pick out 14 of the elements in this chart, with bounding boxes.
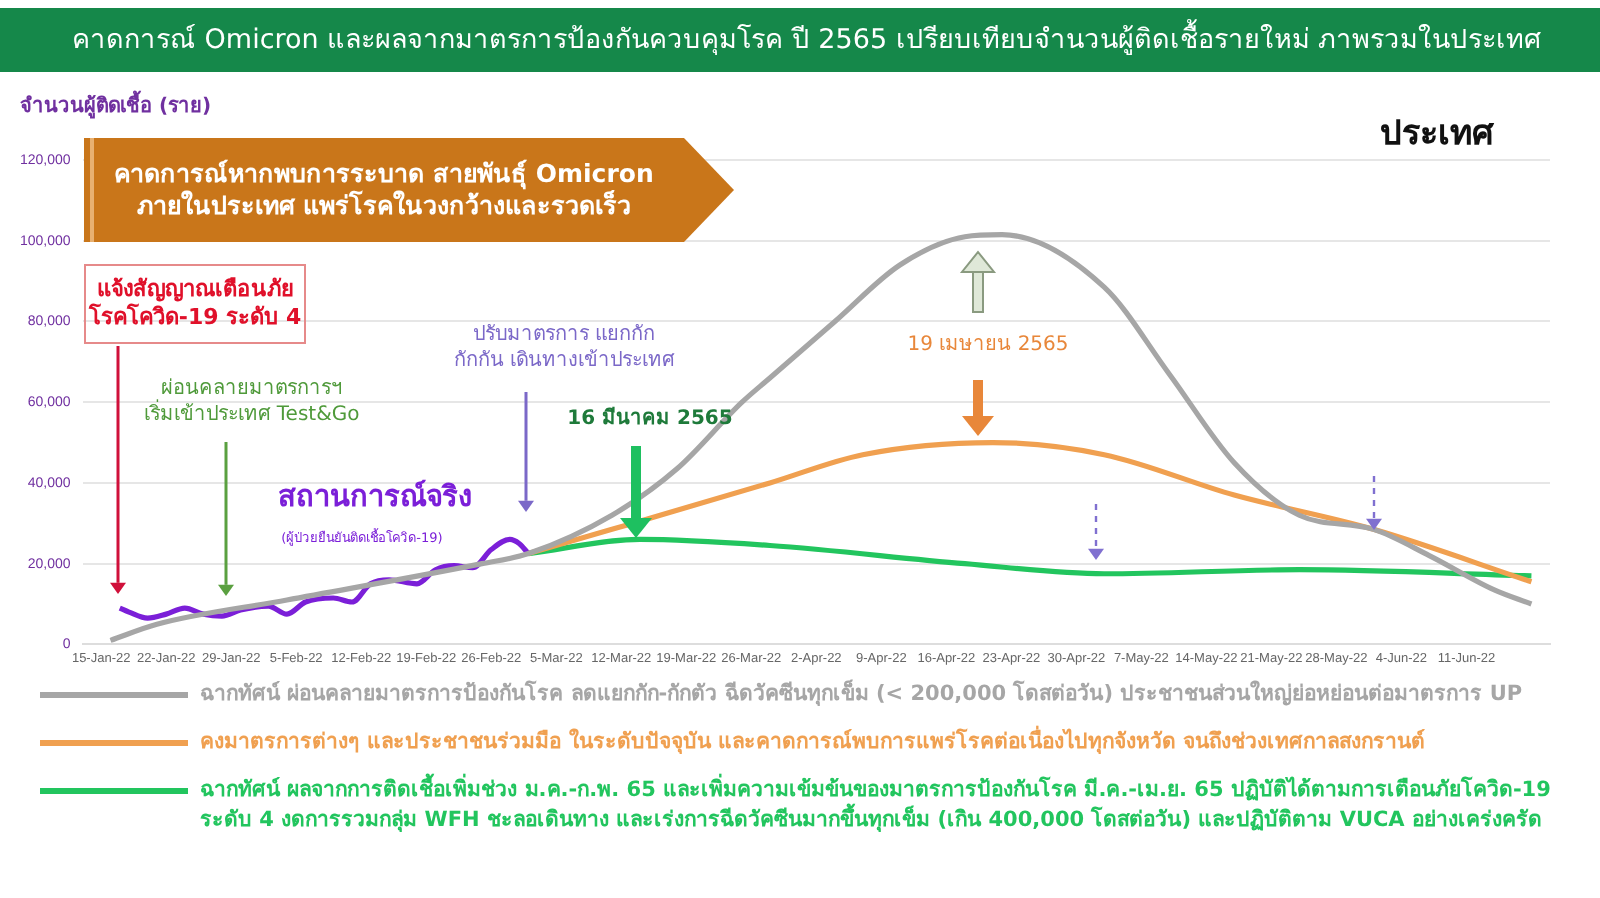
annotation: สถานการณ์จริง <box>276 479 475 518</box>
annotation: แจ้งสัญญาณเตือนภัย โรคโควิด-19 ระดับ 4 <box>84 264 306 344</box>
annotation: ปรับมาตรการ แยกกัก กักกัน เดินทางเข้าประเทศ <box>451 324 677 375</box>
y-axis-title: จำนวนผู้ติดเชื้อ (ราย) <box>20 90 212 120</box>
line-series <box>525 536 1535 579</box>
annotation: 16 มีนาคม 2565 <box>565 408 735 434</box>
text: คงมาตรการต่างๆ และประชาชนร่วมมือ ในระดับปัจจุบัน และคาดการณ์พบการแพร่โรคต่อเนื่องไปทุกจังหวัด จนถึงช่วงเทศกาลสงกรานต์ <box>200 728 1426 758</box>
text: ฉากทัศน์ ผลจากการติดเชื้อเพิ่มช่วง ม.ค.-ก.พ. 65 และเพิ่มความเข้มข้นของมาตรการป้องกันโรค มี.ค.-เม.ย. 65 ปฏิบัติได้ตามการเตือนภัยโควิด-19 ระดับ 4 งดการรวมกลุ่ม WFH ชะลอเดินทาง และเร่งการฉีดวัคซีนมากขึ้นทุกเข็ม (เกิน 400,000 โดสต่อวัน) และปฏิบัติตาม VUCA อย่างเคร่งครัด <box>200 776 1553 836</box>
text: ฉากทัศน์ ผ่อนคลายมาตรการป้องกันโรค ลดแยกกัก-กักตัว ฉีดวัคซีนทุกเข็ม (< 200,000 โดสต่อวัน) ประชาชนส่วนใหญ่ย่อหย่อนต่อมาตรการ UP <box>200 680 1523 710</box>
annotation: ผ่อนคลายมาตรการฯ เริ่มเข้าประเทศ Test&Go <box>142 378 362 429</box>
chart-title: คาดการณ์ Omicron และผลจากมาตรการป้องกันควบคุมโรค ปี 2565 เปรียบเทียบจำนวนผู้ติดเชื้อรายใหม่ ภาพรวมในประเทศ <box>0 8 1600 72</box>
annotation: 19 เมษายน 2565 <box>905 334 1071 360</box>
chart-subtitle: ประเทศ <box>1380 112 1494 158</box>
annotation: คาดการณ์หากพบการระบาด สายพันธุ์ Omicron ภายในประเทศ แพร่โรคในวงกว้างและรวดเร็ว <box>112 156 656 224</box>
